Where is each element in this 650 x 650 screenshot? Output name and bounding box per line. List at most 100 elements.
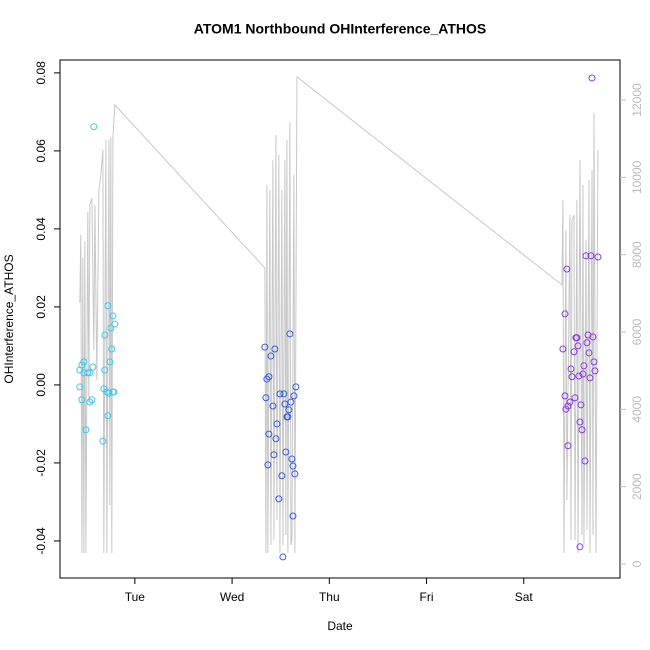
data-point: [571, 394, 579, 402]
data-point: [568, 373, 576, 381]
data-point: [107, 324, 115, 332]
data-point: [581, 457, 589, 465]
plot-frame: [59, 59, 621, 579]
data-point: [287, 398, 295, 406]
x-tick-label: Thu: [319, 590, 340, 604]
data-point: [106, 358, 114, 366]
data-point: [99, 437, 107, 445]
data-point: [567, 365, 575, 373]
data-point: [76, 383, 84, 391]
data-point: [263, 375, 271, 383]
y-axis-label: OHInterference_ATHOS: [2, 254, 16, 383]
y-tick-label: -0.04: [34, 527, 48, 555]
data-point: [265, 373, 273, 381]
x-tick-label: Fri: [420, 590, 434, 604]
data-point: [108, 345, 116, 353]
data-point: [591, 367, 599, 375]
data-point: [271, 345, 279, 353]
data-point: [282, 448, 290, 456]
data-point: [286, 330, 294, 338]
data-point: [275, 495, 283, 503]
data-point: [89, 363, 97, 371]
data-point: [273, 420, 281, 428]
data-point: [582, 252, 590, 260]
data-point: [105, 389, 113, 397]
data-point: [267, 352, 275, 360]
data-point: [288, 455, 296, 463]
data-point: [262, 394, 270, 402]
data-point: [284, 413, 292, 421]
data-point: [272, 435, 280, 443]
data-point: [78, 396, 86, 404]
y2-tick-label: 0: [630, 560, 644, 567]
y2-tick-label: 12000: [630, 83, 644, 117]
data-point: [577, 401, 585, 409]
data-point: [290, 392, 298, 400]
data-point: [586, 374, 594, 382]
y-tick-label: 0.02: [34, 295, 48, 319]
data-point: [101, 366, 109, 374]
data-point: [564, 442, 572, 450]
data-point: [559, 345, 567, 353]
y-tick-label: 0.04: [34, 217, 48, 241]
data-point: [104, 302, 112, 310]
y2-tick-label: 8000: [630, 241, 644, 268]
x-tick-label: Tue: [125, 590, 146, 604]
x-tick-label: Wed: [220, 590, 244, 604]
y-tick-label: 0.06: [34, 139, 48, 163]
data-point: [588, 74, 596, 82]
data-point: [109, 312, 117, 320]
y2-tick-label: 10000: [630, 160, 644, 194]
data-point: [576, 418, 584, 426]
data-point: [587, 252, 595, 260]
data-point: [80, 358, 88, 366]
data-point: [570, 348, 578, 356]
data-point: [82, 426, 90, 434]
data-point: [276, 390, 284, 398]
data-point: [265, 430, 273, 438]
data-point: [579, 370, 587, 378]
data-point: [84, 369, 92, 377]
data-point: [561, 392, 569, 400]
data-point: [285, 406, 293, 414]
y-tick-label: 0.00: [34, 373, 48, 397]
data-point: [289, 512, 297, 520]
data-point: [566, 398, 574, 406]
data-point: [101, 331, 109, 339]
x-tick-label: Sat: [515, 590, 534, 604]
data-point: [86, 369, 94, 377]
data-point: [264, 461, 272, 469]
data-point: [575, 372, 583, 380]
data-point: [573, 334, 581, 342]
data-point: [292, 383, 300, 391]
y-tick-label: -0.02: [34, 449, 48, 477]
y-tick-label: 0.08: [34, 61, 48, 85]
data-point: [583, 339, 591, 347]
data-point: [90, 123, 98, 131]
data-point: [563, 265, 571, 273]
data-point: [589, 333, 597, 341]
data-point: [585, 349, 593, 357]
data-point: [281, 400, 289, 408]
data-point: [104, 412, 112, 420]
data-point: [86, 398, 94, 406]
data-point: [111, 320, 119, 328]
data-point: [561, 310, 569, 318]
y2-tick-label: 6000: [630, 318, 644, 345]
data-point: [278, 472, 286, 480]
data-point: [564, 402, 572, 410]
data-point: [269, 402, 277, 410]
data-point: [270, 451, 278, 459]
data-point: [109, 388, 117, 396]
x-axis-label: Date: [327, 619, 353, 633]
data-point: [88, 396, 96, 404]
data-line: [79, 75, 599, 553]
data-point: [578, 426, 586, 434]
data-point: [279, 553, 287, 561]
data-point: [291, 470, 299, 478]
y2-tick-label: 4000: [630, 396, 644, 423]
data-point: [580, 362, 588, 370]
chart-title: ATOM1 Northbound OHInterference_ATHOS: [194, 21, 486, 37]
